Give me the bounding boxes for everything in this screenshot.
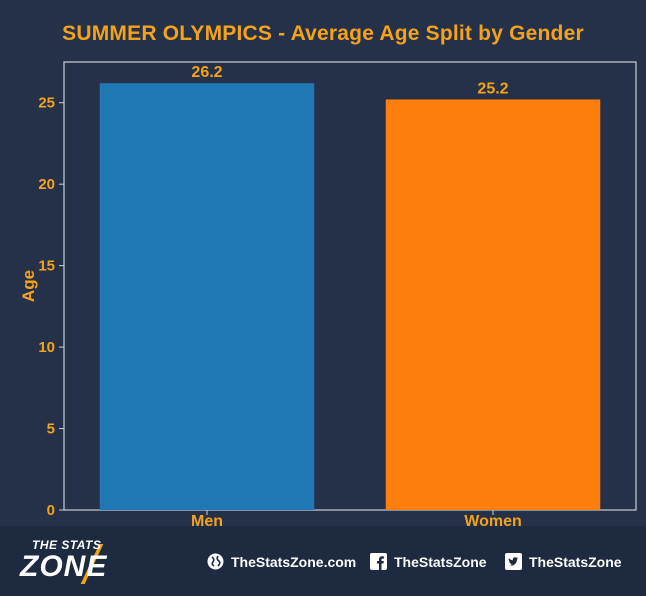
brand-top-text: THE STATS [32, 538, 102, 552]
website-link[interactable]: TheStatsZone.com [207, 553, 356, 570]
facebook-label: TheStatsZone [394, 553, 487, 570]
bar-women [385, 99, 601, 511]
y-tick-label: 25 [38, 95, 55, 112]
data-label: 25.2 [477, 80, 508, 97]
brand-main-text: ZONE [20, 550, 108, 583]
y-tick-label: 10 [38, 339, 55, 356]
y-tick-label: 20 [38, 176, 55, 193]
twitter-link[interactable]: TheStatsZone [505, 553, 622, 570]
y-tick-label: 5 [47, 421, 55, 438]
footer: THE STATS ZONE TheStatsZone.com TheStats… [0, 526, 646, 596]
globe-icon [207, 553, 224, 570]
facebook-link[interactable]: TheStatsZone [370, 553, 487, 570]
x-tick-label: Women [464, 513, 521, 526]
data-label: 26.2 [191, 64, 222, 81]
plot-frame [63, 61, 637, 511]
brand-logo: THE STATS ZONE [20, 538, 155, 590]
chart-panel: SUMMER OLYMPICS - Average Age Split by G… [0, 0, 646, 526]
x-tick-label: Men [191, 513, 223, 526]
website-label: TheStatsZone.com [231, 553, 357, 570]
y-tick-label: 15 [38, 258, 55, 275]
twitter-icon [505, 553, 522, 570]
y-tick-label: 0 [47, 502, 55, 519]
chart-title: SUMMER OLYMPICS - Average Age Split by G… [62, 22, 584, 45]
y-axis-title: Age [19, 270, 38, 302]
facebook-icon [370, 553, 387, 570]
twitter-label: TheStatsZone [529, 553, 622, 570]
bar-chart: 0 5 10 15 20 25 Age 26.2 Men 25.2 Women [19, 61, 637, 526]
bar-men [99, 83, 315, 510]
